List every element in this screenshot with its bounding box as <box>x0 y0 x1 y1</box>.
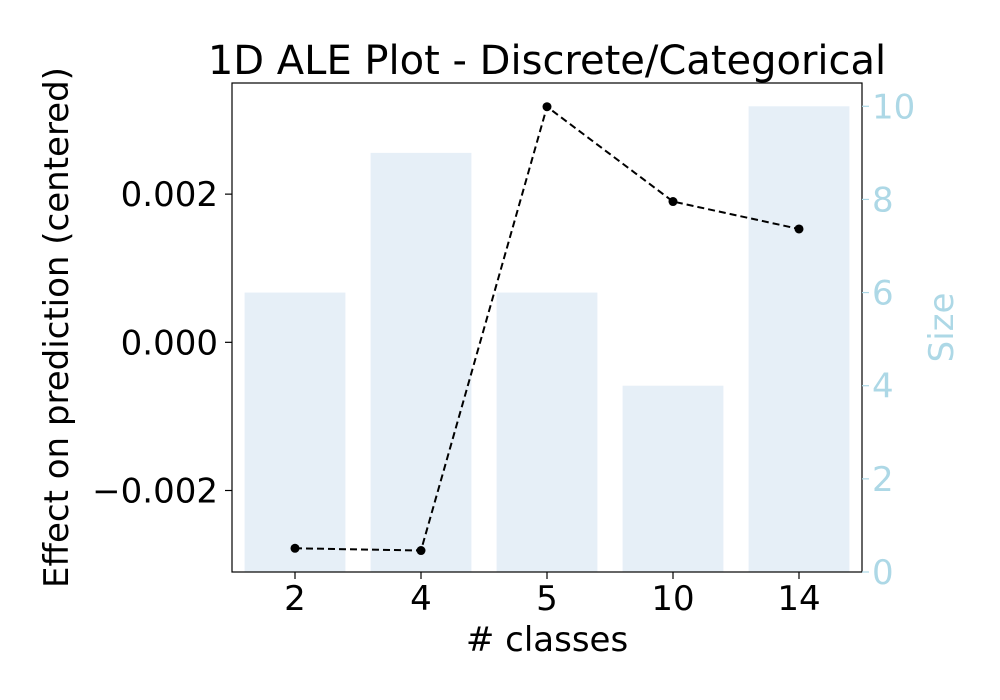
size-bar <box>748 106 850 573</box>
line-layer <box>290 102 804 556</box>
size-bar <box>370 152 472 572</box>
x-tick-label: 5 <box>536 579 558 619</box>
x-axis-label: # classes <box>466 620 628 660</box>
bottom-axis: 2 4 5 10 14 <box>284 572 821 619</box>
effect-point <box>290 543 300 553</box>
y-tick-label: 0.002 <box>121 175 218 215</box>
y2-tick-label: 2 <box>872 460 894 500</box>
effect-point <box>542 102 552 112</box>
y-tick-label: −0.002 <box>92 472 218 512</box>
x-tick-label: 14 <box>777 579 820 619</box>
x-tick-label: 2 <box>284 579 306 619</box>
y2-tick-label: 6 <box>872 274 894 314</box>
y2-tick-label: 0 <box>872 553 894 593</box>
y2-tick-label: 8 <box>872 180 894 220</box>
size-bar <box>496 292 598 572</box>
y2-axis-label: Size <box>922 293 962 363</box>
right-axis: 0 2 4 6 8 10 <box>862 87 915 593</box>
y2-tick-label: 4 <box>872 367 894 407</box>
effect-point <box>416 546 426 556</box>
size-bar <box>622 385 724 572</box>
x-tick-label: 10 <box>651 579 694 619</box>
y-tick-label: 0.000 <box>121 323 218 363</box>
left-axis: −0.002 0.000 0.002 <box>92 175 232 512</box>
y-axis-label: Effect on prediction (centered) <box>37 67 77 588</box>
chart-title: 1D ALE Plot - Discrete/Categorical <box>208 38 886 84</box>
effect-point <box>794 224 804 234</box>
size-bar <box>244 292 346 572</box>
bars-layer <box>244 106 850 573</box>
x-tick-label: 4 <box>410 579 432 619</box>
y2-tick-label: 10 <box>872 87 915 127</box>
effect-point <box>668 197 678 207</box>
